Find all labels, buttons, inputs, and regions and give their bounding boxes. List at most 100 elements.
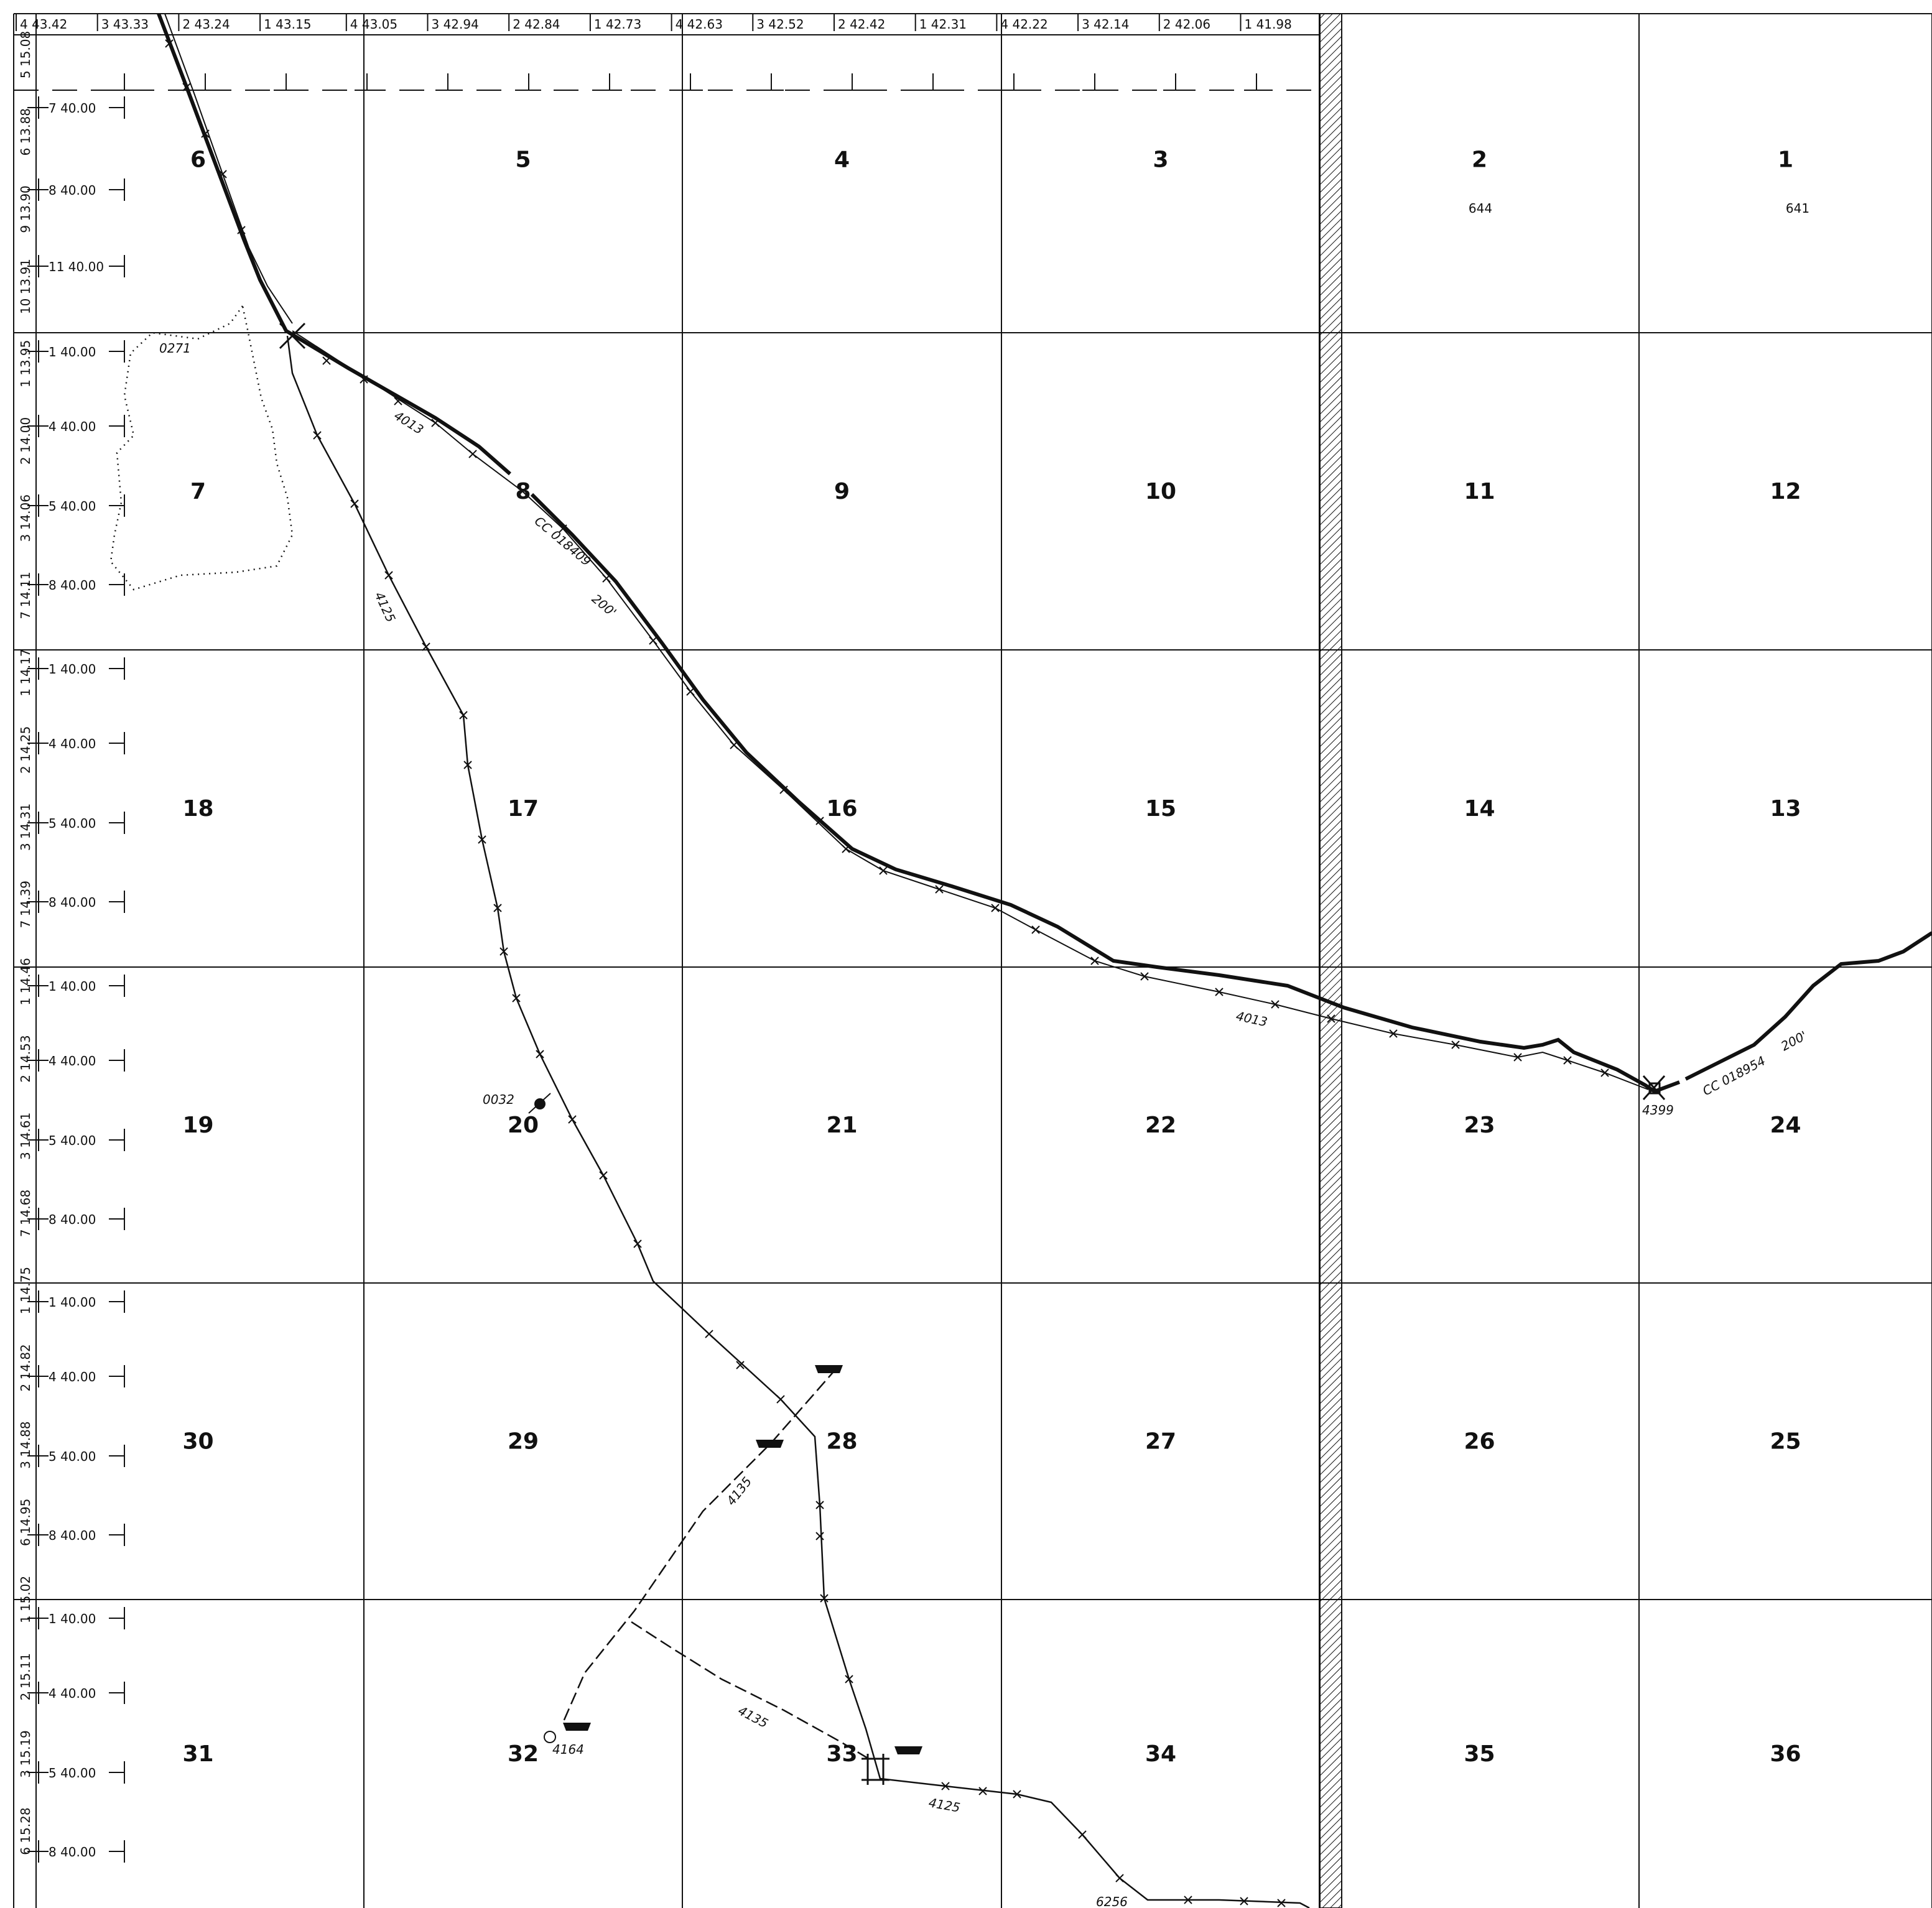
pipeline-4013-crossmark [1140, 972, 1149, 981]
line-4125-crossmark [776, 1395, 785, 1404]
left-quarter-tick [27, 657, 125, 680]
section-1-subnumber: 641 [1786, 201, 1809, 216]
line-4125-crossmark [845, 1675, 853, 1683]
line-4125-crossmark [820, 1594, 829, 1603]
pipeline-4013-crossmark [815, 817, 824, 825]
line-4125-crossmark [463, 761, 472, 769]
left-lot-label: 1 14.75 [18, 1267, 33, 1314]
hatched-range-boundary [1319, 13, 1342, 1908]
label-4013-a: 4013 [391, 408, 426, 437]
top-lot-label: 1 41.98 [1245, 17, 1292, 32]
left-acre-label: 5 40.00 [49, 1133, 96, 1148]
label-4013-b: 4013 [1235, 1008, 1269, 1029]
section-number: 10 [1145, 479, 1176, 504]
left-lot-label: 2 14.00 [18, 417, 33, 465]
line-4125-crossmark [705, 1330, 713, 1338]
left-quarter-tick [27, 96, 125, 119]
label-4125-b: 4125 [927, 1795, 961, 1815]
left-quarter-tick [27, 1049, 125, 1072]
left-lot-label: 2 14.53 [18, 1035, 33, 1082]
line-4125-crossmark [978, 1787, 987, 1795]
left-lot-label: 6 13.88 [18, 108, 33, 155]
top-quarter-tick [678, 73, 703, 91]
left-lot-label: 2 15.11 [18, 1653, 33, 1700]
section-number: 21 [826, 1113, 857, 1138]
line-4125-crossmark [493, 904, 502, 912]
line-4125-crossmark [313, 431, 322, 440]
line-4125-crossmark [459, 711, 468, 720]
pipeline-4013-crossmark [1031, 925, 1040, 934]
top-lot-label: 1 43.15 [264, 17, 311, 32]
section-number: 4 [834, 147, 850, 173]
left-lot-labels: 5 15.08 6 13.88 9 13.90 10 13.91 1 13.95 2 14… [18, 31, 104, 1859]
left-lot-label: 1 14.17 [18, 649, 33, 696]
pipeline-4013-crossmark [559, 524, 567, 533]
top-quarter-tick [759, 73, 784, 91]
line-4125-crossmark [350, 499, 359, 508]
top-lot-label: 3 42.14 [1082, 17, 1129, 32]
left-lot-label: 1 15.02 [18, 1576, 33, 1623]
left-acre-label: 1 40.00 [49, 1295, 96, 1310]
top-lot-label: 4 42.63 [676, 17, 723, 32]
section-number: 26 [1464, 1429, 1495, 1455]
pipeline-4013-crossmark [201, 129, 210, 138]
top-quarter-tick [1244, 73, 1269, 91]
top-lot-label: 4 42.22 [1000, 17, 1047, 32]
left-quarter-tick [27, 812, 125, 834]
left-acre-label: 1 40.00 [49, 345, 96, 359]
left-quarter-tick [27, 975, 125, 997]
left-quarter-tick [27, 891, 125, 913]
line-4125-crossmark [815, 1532, 824, 1540]
top-lot-label: 1 42.73 [594, 17, 641, 32]
left-acre-label: 7 40.00 [49, 101, 96, 116]
pipeline-4013-crossmark [431, 419, 440, 427]
section-number: 9 [834, 479, 850, 504]
pipeline-4013-crossmark [1600, 1068, 1609, 1077]
section-number: 28 [826, 1429, 857, 1455]
top-quarter-tick [355, 73, 379, 91]
section-number: 5 [515, 147, 531, 173]
left-lot-label: 2 14.25 [18, 726, 33, 774]
line-4125-crossmark [568, 1115, 577, 1124]
left-quarter-tick [27, 732, 125, 754]
top-lot-label: 4 43.42 [20, 17, 67, 32]
left-acre-label: 1 40.00 [49, 979, 96, 994]
pipeline-4013-crossmark [468, 450, 477, 458]
area-0271-label: 0271 [159, 341, 191, 356]
left-quarter-tick [27, 1682, 125, 1704]
left-lot-label: 7 14.11 [18, 572, 33, 619]
section-number: 31 [182, 1741, 213, 1767]
label-6256: 6256 [1096, 1894, 1128, 1908]
line-4125-crossmark [422, 642, 430, 651]
pipeline-4013-crossmark [182, 83, 191, 91]
left-lot-label: 3 14.61 [18, 1113, 33, 1160]
left-acre-label: 8 40.00 [49, 1528, 96, 1543]
left-quarter-tick [27, 1290, 125, 1313]
pipeline-4013-crossmark [1090, 956, 1099, 965]
label-cc018954: CC 018954 [1700, 1053, 1768, 1098]
pipeline-4013-crossmark [237, 226, 246, 234]
label-cc018409-width: 200' [589, 591, 620, 619]
line-4125-crossmark [478, 835, 486, 844]
left-acre-label: 5 40.00 [49, 499, 96, 514]
top-lot-label: 4 43.05 [350, 17, 397, 32]
section-number: 13 [1770, 796, 1801, 822]
left-lot-label: 3 14.06 [18, 494, 33, 542]
left-lot-label: 1 14.46 [18, 958, 33, 1005]
top-lot-label: 2 43.24 [182, 17, 230, 32]
left-acre-label: 1 40.00 [49, 662, 96, 677]
section-number: 22 [1145, 1113, 1176, 1138]
left-quarter-tick [27, 1365, 125, 1387]
line-4125-crossmark [599, 1171, 608, 1180]
section-number: 36 [1770, 1741, 1801, 1767]
tank-4164-symbol [544, 1731, 556, 1743]
top-lot-label: 2 42.42 [838, 17, 885, 32]
left-acre-label: 8 40.00 [49, 578, 96, 593]
pipe-crossmarks [165, 39, 1609, 1907]
left-lot-label: 10 13.91 [18, 259, 33, 314]
section-number: 1 [1778, 147, 1793, 173]
left-acre-label: 11 40.00 [49, 259, 104, 274]
top-quarter-tick [1163, 73, 1188, 91]
